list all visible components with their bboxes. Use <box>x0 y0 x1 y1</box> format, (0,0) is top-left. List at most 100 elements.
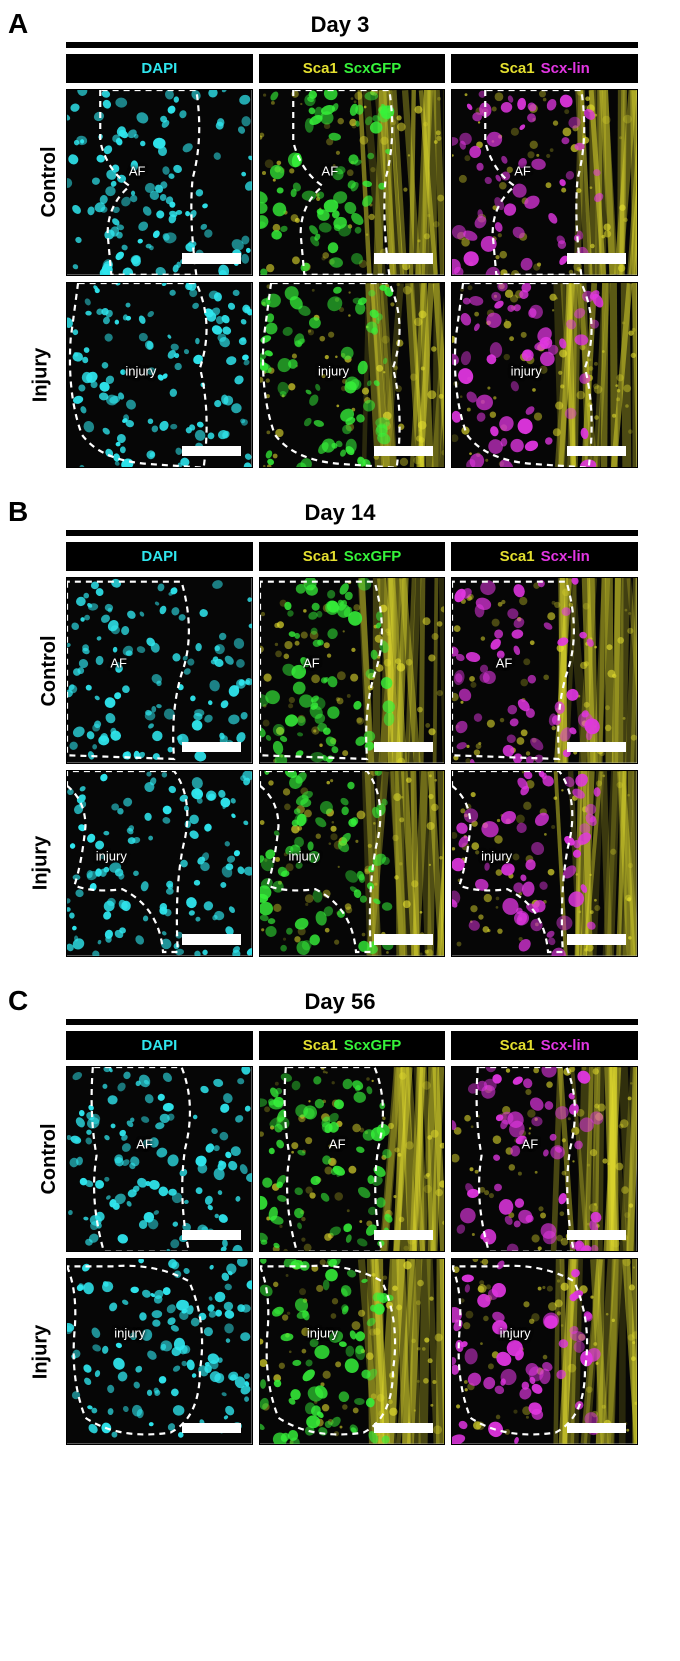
panel-grid: DAPI Sca1 ScxGFP Sca1 Scx-lin Control AF AF A… <box>6 542 674 956</box>
channel-label: ScxGFP <box>344 1037 402 1054</box>
panel-grid: DAPI Sca1 ScxGFP Sca1 Scx-lin Control AF AF A… <box>6 1031 674 1445</box>
region-label: injury <box>288 848 319 863</box>
scale-bar <box>374 446 433 456</box>
channel-header: DAPI <box>66 54 253 83</box>
image-row: Control AF AF AF <box>66 89 638 276</box>
micrograph: injury <box>66 282 253 469</box>
scale-bar <box>374 742 433 752</box>
micrograph: AF <box>66 577 253 764</box>
scale-bar <box>567 934 626 944</box>
scale-bar <box>374 253 433 263</box>
micrograph: injury <box>451 770 638 957</box>
scale-bar <box>374 934 433 944</box>
micrograph: AF <box>259 1066 446 1253</box>
channel-label: Sca1 <box>303 1037 338 1054</box>
figure-panel: BDay 14 DAPI Sca1 ScxGFP Sca1 Scx-lin Control … <box>6 496 674 956</box>
micrograph: AF <box>451 577 638 764</box>
row-label: Control <box>38 147 61 218</box>
channel-label: Sca1 <box>500 1037 535 1054</box>
channel-label: Scx-lin <box>541 60 590 77</box>
channel-label: DAPI <box>141 60 177 77</box>
scale-bar <box>567 742 626 752</box>
panel-letter: A <box>8 8 28 40</box>
channel-label: Sca1 <box>500 60 535 77</box>
region-label: AF <box>303 656 320 671</box>
row-label: Control <box>38 1123 61 1194</box>
channel-label: DAPI <box>141 548 177 565</box>
channel-header-row: DAPI Sca1 ScxGFP Sca1 Scx-lin <box>66 542 638 571</box>
channel-label: Scx-lin <box>541 1037 590 1054</box>
scale-bar <box>182 1423 241 1433</box>
micrograph: injury <box>259 282 446 469</box>
micrograph: AF <box>66 1066 253 1253</box>
scale-bar <box>182 446 241 456</box>
row-label: Injury <box>30 1324 53 1378</box>
scale-bar <box>374 1230 433 1240</box>
channel-label: ScxGFP <box>344 548 402 565</box>
region-label: injury <box>307 1326 338 1341</box>
panel-title: Day 14 <box>6 496 674 526</box>
scale-bar <box>567 253 626 263</box>
image-row: Control AF AF AF <box>66 577 638 764</box>
scale-bar <box>182 742 241 752</box>
image-row: Injury injury injury injury <box>66 1258 638 1445</box>
micrograph: injury <box>451 1258 638 1445</box>
micrograph: injury <box>451 282 638 469</box>
region-label: injury <box>96 848 127 863</box>
channel-header: DAPI <box>66 1031 253 1060</box>
region-label: AF <box>110 656 127 671</box>
micrograph: injury <box>259 770 446 957</box>
row-label: Control <box>38 635 61 706</box>
panel-grid: DAPI Sca1 ScxGFP Sca1 Scx-lin Control AF AF A… <box>6 54 674 468</box>
region-label: AF <box>322 164 339 179</box>
micrograph: injury <box>259 1258 446 1445</box>
panel-letter: C <box>8 985 28 1017</box>
scale-bar <box>567 446 626 456</box>
micrograph: AF <box>451 1066 638 1253</box>
region-label: AF <box>329 1137 346 1152</box>
title-rule <box>66 42 638 48</box>
region-label: AF <box>514 164 531 179</box>
region-label: AF <box>129 164 146 179</box>
scale-bar <box>567 1423 626 1433</box>
title-rule <box>66 530 638 536</box>
region-label: AF <box>136 1137 153 1152</box>
image-row: Injury injury injury injury <box>66 770 638 957</box>
micrograph: AF <box>66 89 253 276</box>
region-label: injury <box>114 1326 145 1341</box>
figure-panel: ADay 3 DAPI Sca1 ScxGFP Sca1 Scx-lin Control A… <box>6 8 674 468</box>
channel-label: Sca1 <box>303 60 338 77</box>
channel-label: Scx-lin <box>541 548 590 565</box>
channel-label: DAPI <box>141 1037 177 1054</box>
channel-label: ScxGFP <box>344 60 402 77</box>
panel-letter: B <box>8 496 28 528</box>
channel-header-row: DAPI Sca1 ScxGFP Sca1 Scx-lin <box>66 54 638 83</box>
region-label: injury <box>125 364 156 379</box>
channel-header: Sca1 Scx-lin <box>451 1031 638 1060</box>
image-row: Injury injury injury injury <box>66 282 638 469</box>
region-label: injury <box>511 364 542 379</box>
channel-header: Sca1 Scx-lin <box>451 54 638 83</box>
channel-label: Sca1 <box>303 548 338 565</box>
scale-bar <box>374 1423 433 1433</box>
channel-label: Sca1 <box>500 548 535 565</box>
image-row: Control AF AF AF <box>66 1066 638 1253</box>
micrograph: AF <box>259 577 446 764</box>
micrograph: AF <box>451 89 638 276</box>
channel-header: Sca1 Scx-lin <box>451 542 638 571</box>
micrograph: AF <box>259 89 446 276</box>
channel-header: DAPI <box>66 542 253 571</box>
region-label: injury <box>481 848 512 863</box>
panel-title: Day 56 <box>6 985 674 1015</box>
scale-bar <box>567 1230 626 1240</box>
scale-bar <box>182 253 241 263</box>
micrograph: injury <box>66 770 253 957</box>
channel-header: Sca1 ScxGFP <box>259 1031 446 1060</box>
figure-panel: CDay 56 DAPI Sca1 ScxGFP Sca1 Scx-lin Control … <box>6 985 674 1445</box>
channel-header: Sca1 ScxGFP <box>259 542 446 571</box>
row-label: Injury <box>30 348 53 402</box>
panel-title: Day 3 <box>6 8 674 38</box>
region-label: injury <box>500 1326 531 1341</box>
region-label: injury <box>318 364 349 379</box>
row-label: Injury <box>30 836 53 890</box>
